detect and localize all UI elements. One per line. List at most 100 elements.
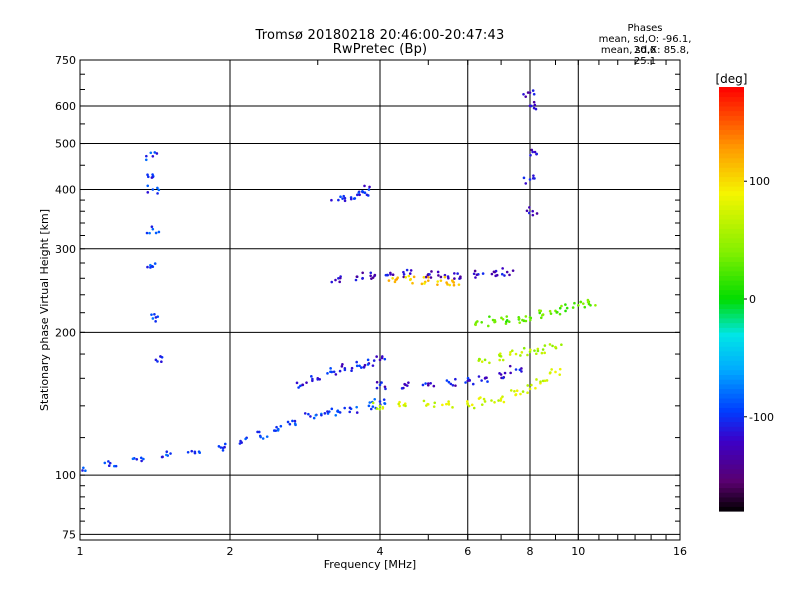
data-point <box>534 386 537 390</box>
data-point <box>432 384 436 388</box>
data-point <box>511 269 515 272</box>
data-point <box>508 353 512 356</box>
colorbar-band <box>719 473 744 479</box>
data-point <box>140 459 143 463</box>
data-point <box>447 276 450 280</box>
data-point <box>558 312 562 316</box>
data-point <box>326 412 330 415</box>
colorbar-band <box>719 96 744 102</box>
data-point <box>526 384 530 387</box>
x-tick-label: 10 <box>571 545 585 558</box>
colorbar-band <box>719 162 744 168</box>
data-point <box>540 351 544 355</box>
data-point <box>531 209 534 213</box>
data-point <box>493 320 496 324</box>
data-point <box>139 456 143 460</box>
data-point <box>501 358 505 362</box>
data-point <box>301 383 304 387</box>
colorbar-band <box>719 426 744 432</box>
data-point <box>452 281 456 284</box>
data-point <box>361 271 364 275</box>
data-point <box>365 193 369 197</box>
data-point <box>146 173 149 177</box>
data-point <box>536 347 540 351</box>
data-point <box>165 450 169 454</box>
colorbar-band <box>719 266 744 272</box>
data-point <box>369 271 373 275</box>
data-point <box>412 275 416 279</box>
data-point <box>594 304 597 307</box>
data-point <box>371 364 375 367</box>
data-point <box>293 419 297 423</box>
data-point <box>522 92 525 96</box>
data-point <box>549 371 552 374</box>
data-point <box>465 400 469 403</box>
data-point <box>509 350 512 354</box>
colorbar-band <box>719 129 744 135</box>
data-point <box>279 424 283 428</box>
data-point <box>402 270 405 274</box>
data-point <box>217 445 221 448</box>
data-point <box>467 404 471 408</box>
data-point <box>554 370 557 374</box>
data-point <box>518 321 521 324</box>
colorbar-band <box>719 124 744 130</box>
y-tick-label: 500 <box>55 138 76 151</box>
data-point <box>380 381 383 384</box>
data-point <box>539 380 542 384</box>
colorbar-band <box>719 341 744 347</box>
data-point <box>400 387 404 390</box>
data-point <box>355 411 359 414</box>
data-point <box>151 173 154 176</box>
colorbar-band <box>719 468 744 474</box>
data-point <box>348 410 352 414</box>
data-point <box>275 425 278 429</box>
y-tick-label: 200 <box>55 326 76 339</box>
data-point <box>507 320 511 324</box>
data-point <box>332 370 336 374</box>
data-point <box>494 269 498 273</box>
data-point <box>556 310 559 314</box>
data-point <box>524 315 528 318</box>
data-point <box>429 276 433 279</box>
data-point <box>545 379 549 382</box>
colorbar-band <box>719 445 744 451</box>
data-point <box>436 280 440 283</box>
data-point <box>157 188 161 192</box>
colorbar-band <box>719 388 744 394</box>
data-point <box>539 316 543 320</box>
data-point <box>383 385 387 389</box>
colorbar-band <box>719 322 744 328</box>
data-point <box>502 400 506 404</box>
colorbar-band <box>719 374 744 380</box>
data-point <box>328 410 331 413</box>
data-point <box>405 384 409 387</box>
data-point <box>156 186 159 190</box>
data-point <box>107 464 111 468</box>
data-point <box>169 452 172 455</box>
data-point <box>372 359 376 362</box>
data-point <box>423 282 426 285</box>
data-point <box>149 263 152 267</box>
data-point <box>501 395 504 398</box>
data-point <box>334 278 337 282</box>
colorbar-band <box>719 101 744 107</box>
data-point <box>293 422 297 426</box>
data-point <box>256 430 259 434</box>
data-point <box>384 273 388 277</box>
data-point <box>411 281 414 285</box>
colorbar-band <box>719 152 744 159</box>
data-point <box>368 401 372 404</box>
data-point <box>159 355 162 358</box>
colorbar-band <box>719 506 744 512</box>
phase-stats-o: mean, sd,O: -96.1, 20.6 <box>598 34 692 56</box>
y-tick-label: 100 <box>55 469 76 482</box>
data-point <box>543 344 547 347</box>
data-point <box>498 372 501 375</box>
data-point <box>186 450 190 454</box>
data-point <box>131 457 135 461</box>
colorbar-band <box>719 482 744 489</box>
data-point <box>543 351 546 355</box>
data-point <box>341 362 344 366</box>
data-point <box>466 402 469 405</box>
